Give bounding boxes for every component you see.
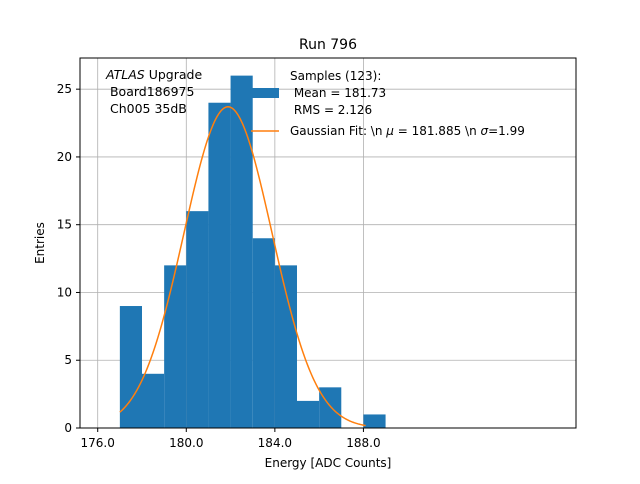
- atlas-annotation: ATLAS Upgrade Board186975 Ch005 35dB: [105, 67, 202, 116]
- legend-fit-mid: = 181.885 \n: [394, 124, 481, 138]
- y-tick-label: 25: [57, 82, 72, 96]
- legend-hist-line-2: Mean = 181.73: [290, 86, 386, 100]
- x-tick-label: 180.0: [169, 436, 203, 450]
- legend-fit-label: Gaussian Fit: \n μ = 181.885 \n σ=1.99: [290, 124, 525, 138]
- histogram-bar: [274, 265, 297, 428]
- y-tick-label: 10: [57, 285, 72, 299]
- histogram-bar: [297, 400, 320, 428]
- histogram-bar: [319, 387, 342, 428]
- x-axis-label: Energy [ADC Counts]: [265, 456, 392, 470]
- legend: Samples (123): Mean = 181.73 RMS = 2.126…: [251, 69, 525, 138]
- annotation-atlas: ATLAS: [105, 67, 145, 82]
- x-axis-ticks: 176.0 180.0 184.0 188.0: [81, 428, 381, 450]
- legend-hist-line-1: Samples (123):: [290, 69, 381, 83]
- gaussian-fit-curve: [119, 106, 366, 427]
- annotation-line-3: Ch005 35dB: [106, 101, 187, 116]
- y-tick-label: 5: [64, 353, 72, 367]
- legend-fit-mu: μ: [385, 124, 394, 138]
- histogram-bar: [119, 306, 142, 428]
- legend-hist-swatch: [251, 88, 279, 98]
- y-axis-ticks: 0 5 10 15 20 25: [57, 82, 80, 435]
- x-tick-label: 176.0: [81, 436, 115, 450]
- histogram-bar: [363, 414, 386, 428]
- chart-title: Run 796: [299, 37, 357, 53]
- legend-fit-sigma: σ: [481, 124, 489, 138]
- histogram-bar: [252, 238, 275, 428]
- legend-fit-pre: Gaussian Fit: \n: [290, 124, 386, 138]
- y-axis-label: Entries: [33, 222, 47, 264]
- y-tick-label: 15: [57, 218, 72, 232]
- legend-fit-post: =1.99: [488, 124, 525, 138]
- histogram-bar: [208, 102, 231, 428]
- histogram-bar: [230, 75, 253, 428]
- histogram-bars: [119, 75, 386, 428]
- histogram-bar: [186, 211, 209, 428]
- y-tick-label: 20: [57, 150, 72, 164]
- histogram-bar: [142, 373, 165, 428]
- annotation-line-1: ATLAS Upgrade: [105, 67, 202, 82]
- plot-frame: [79, 57, 577, 429]
- annotation-line-2: Board186975: [106, 84, 194, 99]
- legend-hist-line-3: RMS = 2.126: [290, 103, 372, 117]
- annotation-upgrade: Upgrade: [145, 67, 203, 82]
- x-tick-label: 184.0: [258, 436, 292, 450]
- histogram-bar: [164, 265, 187, 428]
- y-tick-label: 0: [64, 421, 72, 435]
- x-tick-label: 188.0: [346, 436, 380, 450]
